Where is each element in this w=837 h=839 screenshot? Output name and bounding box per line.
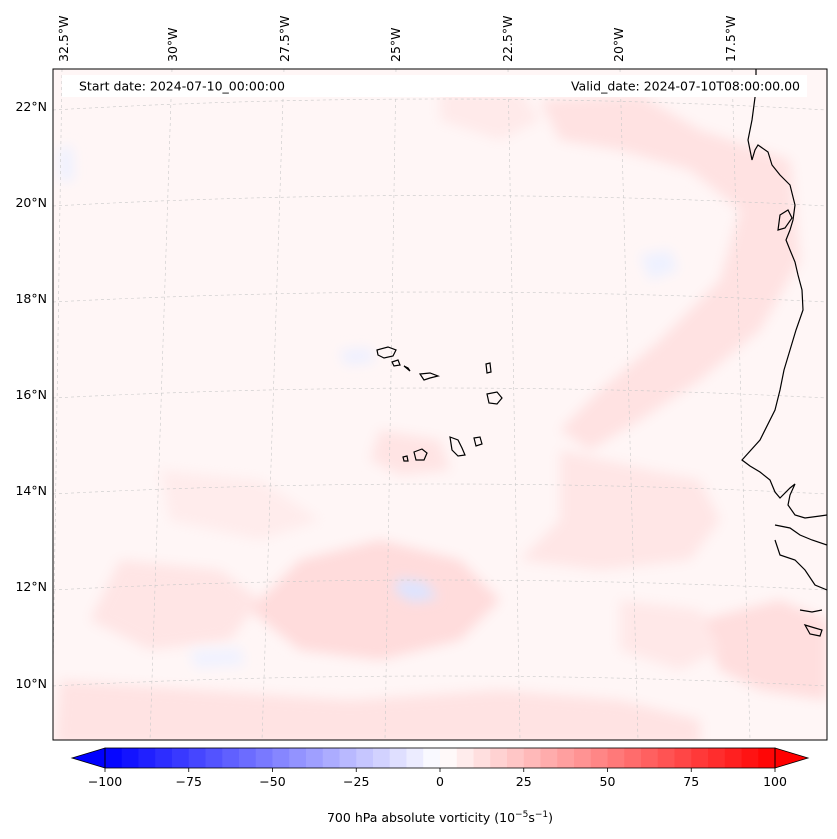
colorbar-segments [105, 748, 776, 768]
colorbar-extend-high [774, 747, 810, 769]
colorbar-segment [741, 748, 759, 768]
colorbar-segment [657, 748, 675, 768]
map-frame [52, 68, 828, 741]
colorbar-segment [356, 748, 374, 768]
colorbar-segment [339, 748, 357, 768]
valid-date-label: Valid_date: 2024-07-10T08:00:00.00 [571, 79, 800, 94]
graticule [53, 69, 827, 740]
colorbar-segment [540, 748, 558, 768]
colorbar-tick-label: −25 [343, 774, 369, 789]
lon-label: 22.5°W [500, 16, 515, 62]
lat-label: 20°N [15, 195, 47, 210]
colorbar: −100 −75 −50 −25 0 25 50 75 100 700 hPa absolute… [70, 747, 810, 825]
colorbar-segment [423, 748, 441, 768]
colorbar-segment [574, 748, 592, 768]
colorbar-ticks: −100 −75 −50 −25 0 25 50 75 100 [88, 768, 787, 789]
colorbar-segment [523, 748, 541, 768]
colorbar-segment [641, 748, 659, 768]
colorbar-segment [138, 748, 156, 768]
colorbar-tick-label: 50 [600, 774, 616, 789]
colorbar-segment [188, 748, 206, 768]
colorbar-segment [373, 748, 391, 768]
start-date-label: Start date: 2024-07-10_00:00:00 [79, 79, 285, 94]
colorbar-tick-label: −50 [259, 774, 285, 789]
colorbar-segment [473, 748, 491, 768]
lon-label: 20°W [611, 27, 626, 62]
colorbar-segment [255, 748, 273, 768]
colorbar-segment [490, 748, 508, 768]
lat-label: 10°N [15, 676, 47, 691]
colorbar-segment [205, 748, 223, 768]
lon-label: 17.5°W [723, 16, 738, 62]
lon-label: 25°W [388, 27, 403, 62]
colorbar-segment [724, 748, 742, 768]
colorbar-tick-label: −75 [176, 774, 202, 789]
colorbar-segment [557, 748, 575, 768]
colorbar-segment [222, 748, 240, 768]
colorbar-segment [758, 748, 776, 768]
longitude-labels: 32.5°W 30°W 27.5°W 25°W 22.5°W 20°W 17.5… [56, 16, 738, 62]
lat-label: 18°N [15, 291, 47, 306]
colorbar-segment [624, 748, 642, 768]
colorbar-segment [155, 748, 173, 768]
lon-label: 30°W [165, 27, 180, 62]
colorbar-tick-label: 0 [436, 774, 444, 789]
lat-label: 22°N [15, 99, 47, 114]
lon-label: 27.5°W [277, 16, 292, 62]
colorbar-segment [406, 748, 424, 768]
colorbar-tick-label: 100 [763, 774, 787, 789]
cape-verde-islands [376, 346, 503, 462]
coastline [741, 69, 827, 637]
lon-label: 32.5°W [56, 16, 71, 62]
colorbar-tick-label: 25 [516, 774, 532, 789]
colorbar-segment [590, 748, 608, 768]
colorbar-segment [607, 748, 625, 768]
colorbar-segment [105, 748, 123, 768]
field-negative-patches [58, 145, 678, 668]
colorbar-segment [322, 748, 340, 768]
header-strip [62, 75, 807, 97]
colorbar-segment [456, 748, 474, 768]
colorbar-segment [172, 748, 190, 768]
colorbar-segment [289, 748, 307, 768]
colorbar-segment [691, 748, 709, 768]
vorticity-field [53, 69, 827, 740]
colorbar-label: 700 hPa absolute vorticity (10−5s−1) [327, 810, 553, 825]
colorbar-segment [440, 748, 458, 768]
colorbar-segment [306, 748, 324, 768]
colorbar-segment [674, 748, 692, 768]
colorbar-segment [507, 748, 525, 768]
lat-label: 16°N [15, 387, 47, 402]
colorbar-segment [389, 748, 407, 768]
colorbar-tick-label: 75 [683, 774, 699, 789]
colorbar-segment [121, 748, 139, 768]
colorbar-segment [708, 748, 726, 768]
colorbar-extend-low [70, 747, 106, 769]
colorbar-segment [239, 748, 257, 768]
colorbar-tick-label: −100 [88, 774, 122, 789]
latitude-labels: 22°N 20°N 18°N 16°N 14°N 12°N 10°N [15, 99, 47, 691]
colorbar-segment [272, 748, 290, 768]
lat-label: 14°N [15, 483, 47, 498]
lat-label: 12°N [15, 579, 47, 594]
